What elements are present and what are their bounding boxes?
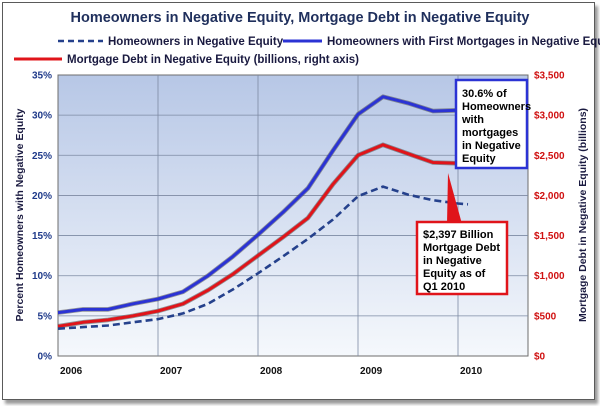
series-0-line xyxy=(57,185,469,330)
y-tick-left-1: 5% xyxy=(38,311,53,322)
callout-mortgage-debt-box xyxy=(415,220,509,296)
callout-homeowners-percent: 30.6% of Homeowners with mortgages in Ne… xyxy=(454,78,531,170)
y-tick-right-5: $2,500 xyxy=(534,151,565,162)
y-tick-left-2: 10% xyxy=(32,271,52,282)
x-axis: 2006 2007 2008 2009 2010 xyxy=(60,366,483,377)
y-axis-left: 0% 5% 10% 15% 20% 25% 30% 35% xyxy=(32,71,52,363)
y-tick-left-4: 20% xyxy=(32,191,52,202)
y-tick-left-5: 25% xyxy=(32,151,52,162)
legend-label-first-mortgages: Homeowners with First Mortgages in Negat… xyxy=(327,36,600,48)
callout-mortgage-debt-line-1: $2,397 Billion xyxy=(423,229,494,241)
callout-mortgage-debt-line-5: Q1 2010 xyxy=(423,281,465,293)
series-layer xyxy=(57,94,469,330)
y-tick-right-6: $3,000 xyxy=(534,111,565,122)
y-tick-left-0: 0% xyxy=(38,352,53,363)
y-tick-right-0: $0 xyxy=(534,352,546,363)
x-tick-2010: 2010 xyxy=(460,366,483,377)
callout-homeowners-line-6: Equity xyxy=(462,153,496,165)
callout-homeowners-line-3: with xyxy=(461,114,484,126)
legend: Homeowners in Negative Equity Homeowners… xyxy=(14,36,600,66)
y-axis-left-label: Percent Homeowners with Negative Equity xyxy=(14,108,26,321)
y-tick-left-3: 15% xyxy=(32,231,52,242)
y-tick-right-4: $2,000 xyxy=(534,191,565,202)
gridlines xyxy=(58,75,528,356)
legend-label-mortgage-debt: Mortgage Debt in Negative Equity (billio… xyxy=(67,54,359,66)
callout-homeowners-line-2: Homeowners xyxy=(462,101,531,113)
x-tick-2009: 2009 xyxy=(360,366,383,377)
y-tick-right-7: $3,500 xyxy=(534,71,565,82)
y-tick-right-1: $500 xyxy=(534,311,557,322)
legend-label-homeowners-negative-equity: Homeowners in Negative Equity xyxy=(108,36,284,48)
y-tick-right-3: $1,500 xyxy=(534,231,565,242)
y-axis-right-label: Mortgage Debt in Negative Equity (billio… xyxy=(577,108,589,322)
x-tick-2008: 2008 xyxy=(260,366,283,377)
callout-mortgage-debt-pointer xyxy=(447,173,462,224)
callout-mortgage-debt: $2,397 Billion Mortgage Debt in Negative… xyxy=(415,173,509,296)
x-tick-2007: 2007 xyxy=(160,366,183,377)
series-2-line xyxy=(57,143,469,328)
callout-homeowners-line-1: 30.6% of xyxy=(462,88,507,100)
callout-homeowners-box xyxy=(454,78,529,170)
chart-title: Homeowners in Negative Equity, Mortgage … xyxy=(71,10,530,26)
y-tick-left-7: 35% xyxy=(32,71,52,82)
y-tick-left-6: 30% xyxy=(32,111,52,122)
x-tick-2006: 2006 xyxy=(60,366,83,377)
callout-mortgage-debt-line-3: in Negative xyxy=(423,255,482,267)
callout-homeowners-line-4: mortgages xyxy=(462,127,518,139)
callout-mortgage-debt-line-2: Mortgage Debt xyxy=(423,242,500,254)
callout-mortgage-debt-line-4: Equity as of xyxy=(423,268,486,280)
series-1-line xyxy=(57,95,468,315)
y-tick-right-2: $1,000 xyxy=(534,271,565,282)
y-axis-right: $0 $500 $1,000 $1,500 $2,000 $2,500 $3,000 $3,5… xyxy=(534,71,565,363)
callout-homeowners-line-5: in Negative xyxy=(462,140,521,152)
